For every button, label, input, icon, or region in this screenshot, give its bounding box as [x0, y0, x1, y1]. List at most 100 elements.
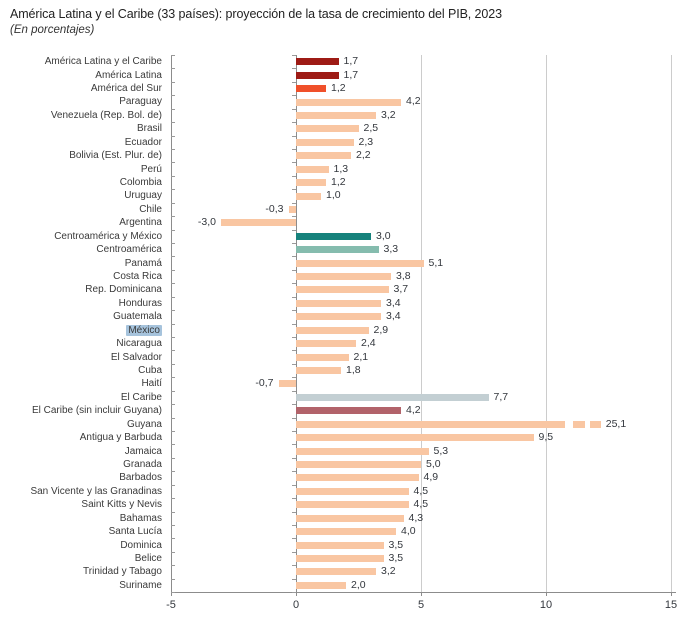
category-tick — [171, 216, 175, 218]
category-label-text: Honduras — [118, 297, 162, 309]
bar — [296, 367, 341, 374]
category-tick — [171, 310, 175, 312]
category-label: Brasil — [0, 123, 162, 134]
category-tick — [171, 417, 175, 419]
category-tick — [171, 283, 175, 285]
value-label: 3,4 — [386, 296, 401, 309]
category-tick — [292, 135, 296, 137]
value-label: 1,3 — [333, 162, 349, 175]
category-label-text: Antigua y Barbuda — [79, 432, 162, 444]
category-label-text: Ecuador — [124, 136, 162, 148]
category-label-text: Nicaragua — [116, 338, 162, 350]
value-label: 4,5 — [413, 498, 429, 511]
value-label: 1,2 — [331, 176, 346, 189]
category-label-text: Haití — [141, 378, 162, 390]
category-label-text: América Latina — [95, 69, 162, 81]
bar — [288, 205, 296, 213]
bar — [296, 326, 369, 334]
value-label: 7,7 — [493, 390, 509, 403]
bar-segment-dash — [589, 420, 601, 428]
category-tick — [171, 323, 175, 325]
category-tick — [292, 417, 296, 419]
bar — [296, 313, 381, 321]
bar — [296, 179, 326, 186]
bar — [296, 474, 419, 482]
category-label: América del Sur — [0, 83, 162, 94]
category-label-text: Venezuela (Rep. Bol. de) — [50, 109, 162, 121]
category-label-text: Dominica — [120, 539, 162, 551]
category-label: Granada — [0, 459, 162, 470]
category-tick — [292, 511, 296, 513]
x-axis-tick — [296, 592, 297, 596]
value-label: 1,2 — [331, 82, 346, 95]
category-label: Bahamas — [0, 513, 162, 524]
category-label-text: Costa Rica — [113, 271, 162, 282]
category-label-text: Granada — [123, 458, 162, 470]
gridline — [671, 55, 672, 592]
category-label-text: Bahamas — [119, 512, 162, 524]
category-tick — [292, 444, 296, 446]
category-label-text: Guyana — [126, 418, 162, 430]
value-label: -3,0 — [197, 216, 216, 229]
value-label: 2,5 — [363, 122, 379, 135]
category-label: Uruguay — [0, 190, 162, 201]
value-label: 3,5 — [388, 551, 404, 564]
value-label: 3,7 — [393, 283, 409, 296]
category-label-text: Perú — [140, 163, 162, 175]
value-label: 1,8 — [346, 363, 361, 376]
category-tick — [171, 108, 175, 110]
category-label: Bolivia (Est. Plur. de) — [0, 150, 162, 161]
bar — [296, 152, 351, 160]
bar — [296, 299, 381, 307]
category-tick — [292, 122, 296, 124]
value-label: 1,0 — [326, 189, 341, 202]
category-label-text: Chile — [139, 203, 162, 215]
category-label-text: Brasil — [136, 123, 162, 135]
bar-segment-dash — [572, 420, 585, 428]
category-tick — [171, 95, 175, 97]
bar — [296, 111, 376, 119]
value-label: 3,2 — [381, 108, 396, 121]
bar — [296, 259, 424, 267]
category-label-text: Santa Lucía — [108, 526, 162, 538]
category-tick — [171, 336, 175, 338]
category-tick — [292, 108, 296, 110]
category-label-text: Argentina — [119, 217, 162, 229]
category-tick — [171, 269, 175, 271]
category-tick — [292, 243, 296, 244]
category-label: Perú — [0, 164, 162, 175]
category-label: Haití — [0, 378, 162, 389]
category-label: Trinidad y Tabago — [0, 566, 162, 577]
category-tick — [171, 511, 175, 513]
category-tick — [292, 430, 296, 432]
category-tick — [292, 68, 296, 70]
category-tick — [171, 524, 175, 526]
category-label-text: San Vicente y las Granadinas — [30, 485, 162, 497]
category-tick — [171, 122, 175, 124]
x-axis-tick — [546, 592, 547, 596]
category-tick — [292, 95, 296, 97]
value-label: 5,3 — [433, 444, 449, 457]
category-tick — [171, 162, 175, 164]
bar — [296, 58, 339, 66]
x-axis-line — [171, 592, 676, 593]
category-label: Argentina — [0, 217, 162, 228]
category-tick — [292, 310, 296, 312]
category-label: Belice — [0, 553, 162, 564]
category-tick — [292, 390, 296, 392]
category-tick — [292, 323, 296, 325]
category-label: Panamá — [0, 258, 162, 269]
category-label-text: El Caribe — [120, 391, 162, 403]
category-tick — [292, 551, 296, 553]
category-tick — [292, 538, 296, 540]
value-label: 3,8 — [396, 270, 411, 282]
category-label: Centroamérica — [0, 244, 162, 255]
category-label-text: Paraguay — [119, 96, 162, 108]
category-tick — [171, 390, 175, 392]
category-label: Paraguay — [0, 96, 162, 107]
category-label: Chile — [0, 204, 162, 215]
value-label: 3,2 — [381, 565, 396, 578]
value-label: 2,2 — [356, 149, 371, 162]
category-tick — [171, 551, 175, 553]
